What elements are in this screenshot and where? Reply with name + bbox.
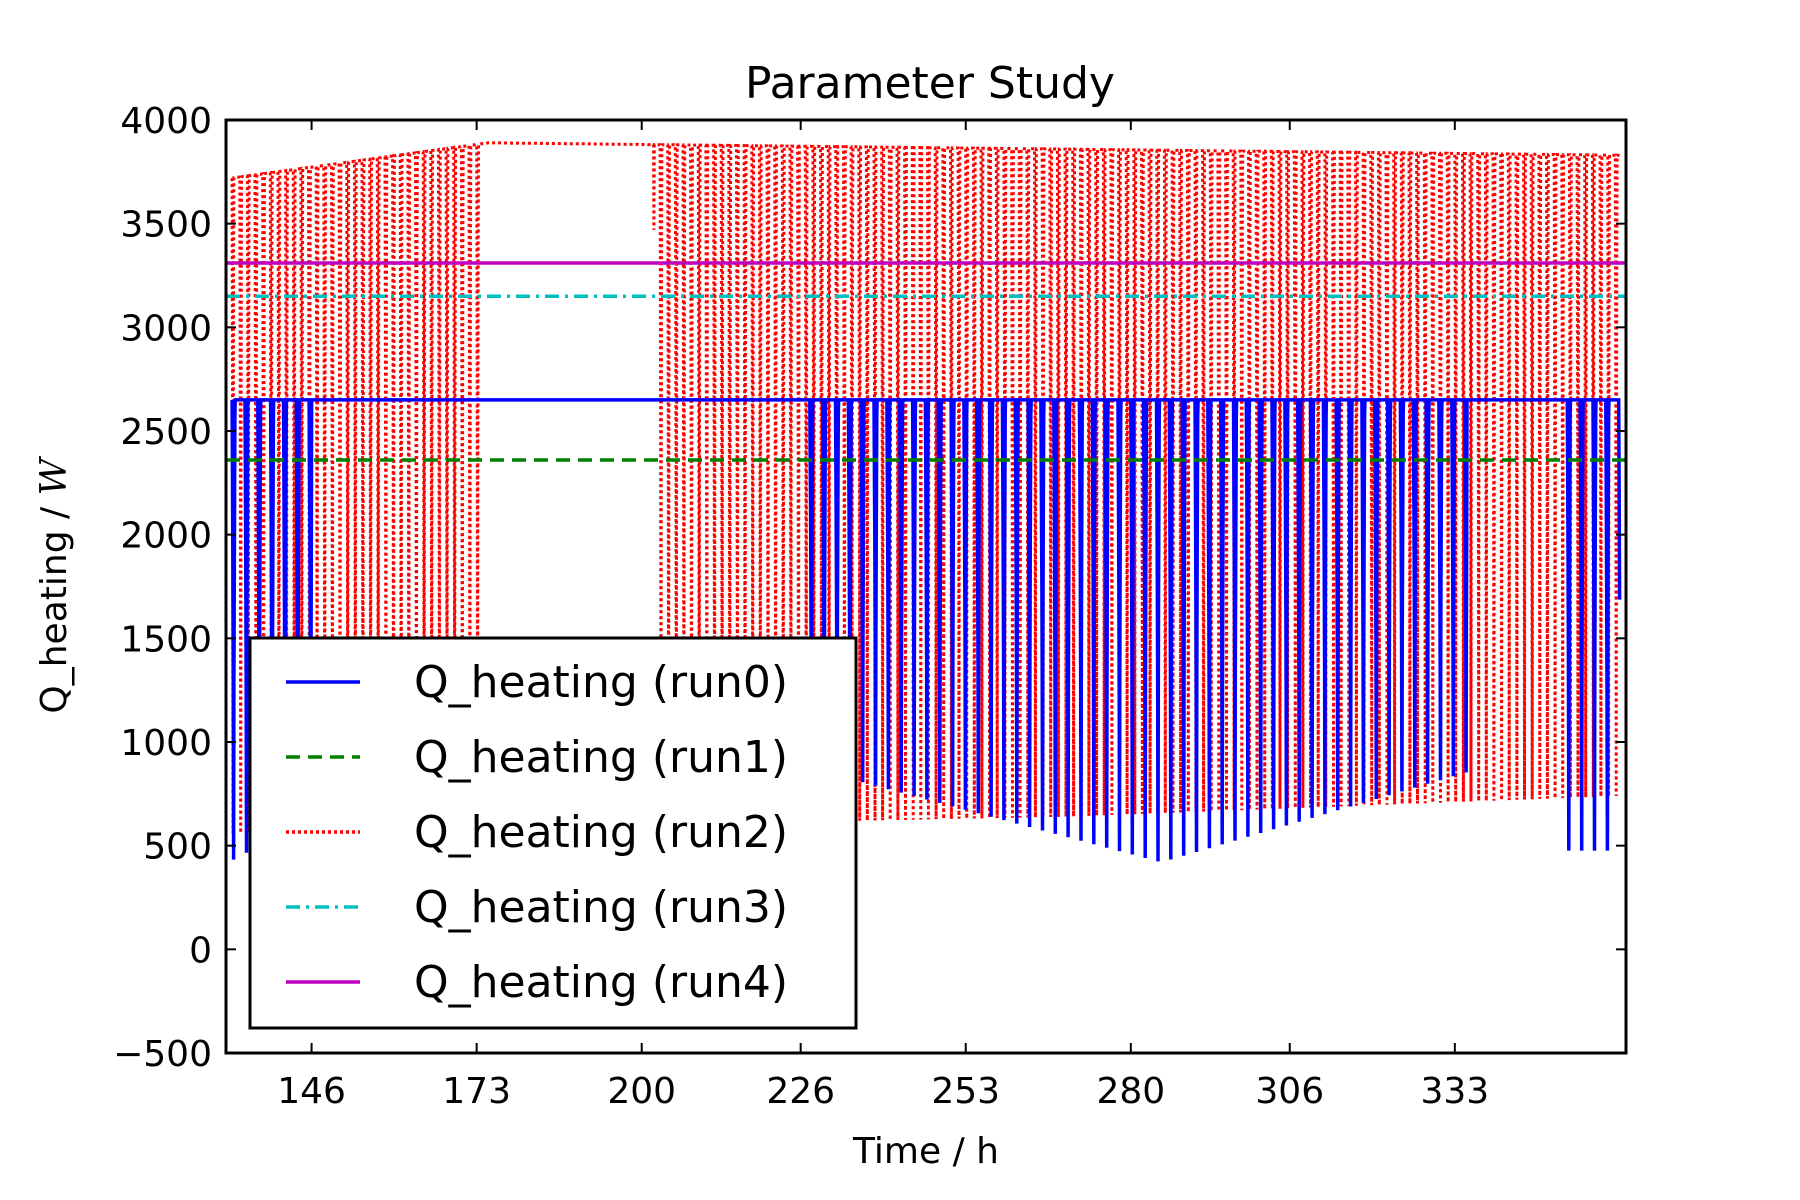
y-tick-label: 500 [143, 827, 212, 868]
x-axis-label: Time / h [852, 1131, 999, 1172]
legend-label: Q_heating (run4) [414, 957, 788, 1008]
y-tick-label: 3000 [120, 308, 212, 349]
legend-label: Q_heating (run0) [414, 657, 788, 708]
y-axis-label-unit: W [34, 455, 75, 495]
x-tick-label: 200 [607, 1071, 676, 1112]
chart-title: Parameter Study [745, 58, 1115, 109]
y-tick-label: 3500 [120, 205, 212, 246]
x-tick-label: 306 [1255, 1071, 1324, 1112]
y-tick-label: 2000 [120, 516, 212, 557]
x-tick-label: 253 [931, 1071, 1000, 1112]
y-axis-label: Q_heating / W [34, 455, 75, 713]
legend-label: Q_heating (run2) [414, 807, 788, 858]
x-tick-label: 173 [442, 1071, 511, 1112]
y-tick-label: 2500 [120, 412, 212, 453]
chart-figure: Parameter Study 146 173 200 226 253 280 306 333… [0, 0, 1800, 1200]
legend-label: Q_heating (run1) [414, 732, 788, 783]
x-tick-label: 333 [1420, 1071, 1489, 1112]
legend: Q_heating (run0) Q_heating (run1) Q_heatin… [250, 638, 856, 1028]
y-tick-label: 1500 [120, 619, 212, 660]
y-tick-label: 0 [189, 930, 212, 971]
y-tick-label: 4000 [120, 101, 212, 142]
x-tick-label: 226 [766, 1071, 835, 1112]
x-tick-label: 146 [277, 1071, 346, 1112]
x-tick-label: 280 [1096, 1071, 1165, 1112]
legend-label: Q_heating (run3) [414, 882, 788, 933]
y-axis-label-text: Q_heating / [34, 495, 75, 713]
y-tick-label: −500 [113, 1034, 212, 1075]
y-tick-label: 1000 [120, 723, 212, 764]
